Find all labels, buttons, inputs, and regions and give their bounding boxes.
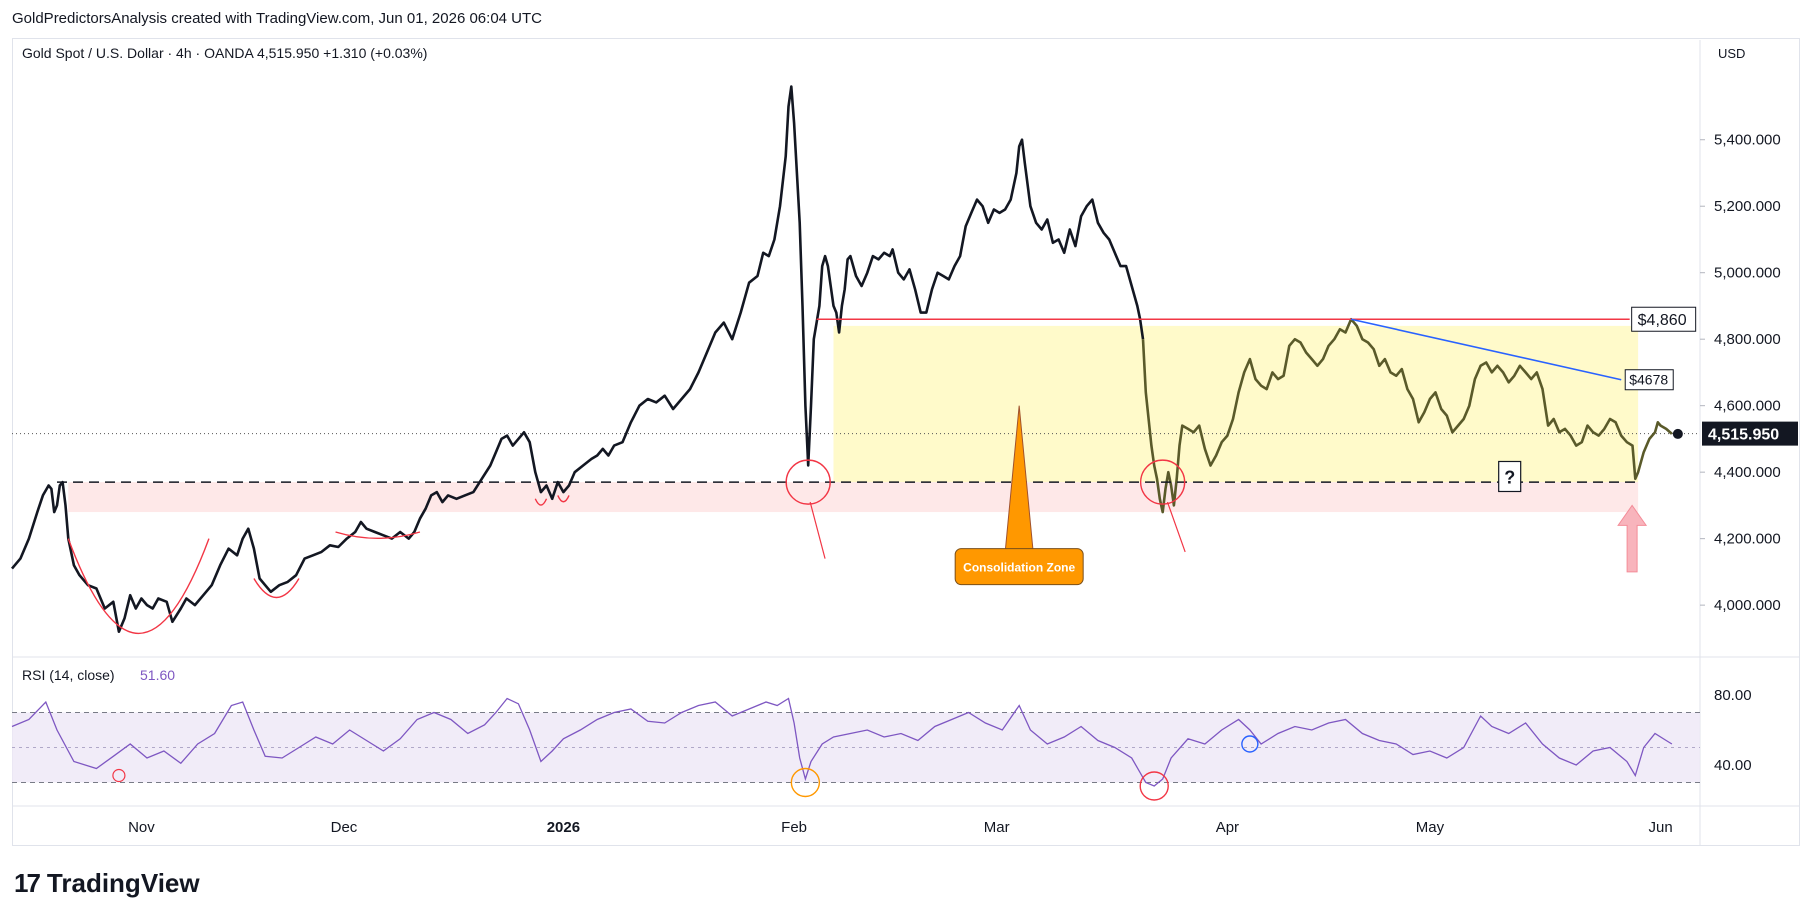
price-tick-label: 4,000.000 bbox=[1714, 597, 1781, 614]
consolidation-label: Consolidation Zone bbox=[963, 561, 1075, 575]
rsi-label: RSI (14, close) bbox=[22, 667, 115, 683]
cup-arc bbox=[557, 495, 570, 503]
trendline-label: $4678 bbox=[1629, 372, 1668, 388]
cup-arc bbox=[335, 531, 421, 540]
time-tick-label: May bbox=[1416, 819, 1445, 836]
attribution-line: GoldPredictorsAnalysis created with Trad… bbox=[12, 10, 542, 27]
cup-arc bbox=[534, 498, 548, 506]
price-tick-label: 4,400.000 bbox=[1714, 464, 1781, 481]
pointer-line bbox=[809, 501, 826, 559]
trendline bbox=[1350, 318, 1622, 381]
up-arrow bbox=[1617, 504, 1648, 573]
last-price-dot bbox=[1672, 428, 1683, 439]
rsi-value: 51.60 bbox=[140, 667, 175, 683]
chart-frame[interactable] bbox=[12, 38, 1800, 846]
highlight-circle bbox=[785, 459, 831, 505]
tradingview-wordmark: TradingView bbox=[46, 868, 200, 898]
trendline-label-box bbox=[1624, 369, 1674, 391]
rsi-line bbox=[11, 697, 1673, 787]
last-price-box bbox=[1702, 421, 1798, 446]
price-line-zone bbox=[1141, 317, 1673, 514]
support-band bbox=[68, 482, 1639, 513]
rsi-tick-label: 80.00 bbox=[1714, 687, 1752, 704]
rsi-circle bbox=[1241, 735, 1259, 753]
price-tick-label: 5,400.000 bbox=[1714, 132, 1781, 149]
price-tick-label: 5,200.000 bbox=[1714, 198, 1781, 215]
cup-arc bbox=[253, 578, 300, 598]
symbol-info: Gold Spot / U.S. Dollar · 4h · OANDA 4,5… bbox=[22, 45, 427, 61]
callout-box bbox=[954, 548, 1084, 586]
price-tick-label: 4,800.000 bbox=[1714, 331, 1781, 348]
rsi-circle bbox=[1139, 771, 1169, 801]
price-line bbox=[11, 85, 1145, 633]
time-tick-label: Jun bbox=[1649, 819, 1673, 836]
time-tick-label: Mar bbox=[984, 819, 1010, 836]
grid-layer bbox=[12, 40, 1800, 846]
price-tick-label: 4,600.000 bbox=[1714, 398, 1781, 415]
time-tick-label: Nov bbox=[128, 819, 155, 836]
rsi-pane bbox=[11, 697, 1700, 801]
highlight-circle bbox=[1139, 459, 1186, 505]
rsi-circle bbox=[112, 768, 126, 783]
annotations-layer: $4,860 $4678 Consolidation Zone? bbox=[57, 306, 1697, 635]
question-box bbox=[1498, 460, 1522, 493]
price-tick-label: 5,000.000 bbox=[1714, 265, 1781, 282]
rsi-tick-label: 40.00 bbox=[1714, 757, 1752, 774]
cup-arc bbox=[67, 538, 210, 635]
price-tick-label: 4,200.000 bbox=[1714, 531, 1781, 548]
tradingview-logo-icon: 17 bbox=[14, 868, 41, 898]
time-tick-label: Dec bbox=[331, 819, 358, 836]
time-tick-label: Apr bbox=[1216, 819, 1239, 836]
price-layer bbox=[11, 85, 1683, 633]
pointer-line bbox=[1166, 501, 1186, 553]
question-mark: ? bbox=[1504, 467, 1515, 487]
tradingview-logo[interactable]: 17 TradingView bbox=[14, 868, 200, 899]
resistance-label-box bbox=[1631, 306, 1697, 332]
rsi-circle bbox=[790, 767, 821, 798]
currency-label[interactable]: USD bbox=[1718, 46, 1745, 61]
time-tick-label: 2026 bbox=[547, 819, 580, 836]
zones-layer bbox=[12, 325, 1700, 513]
last-price-label: 4,515.950 bbox=[1708, 427, 1779, 444]
axis-layer: 4,000.000 4,200.000 4,400.000 4,600.000 4,80… bbox=[128, 132, 1798, 836]
resistance-label: $4,860 bbox=[1638, 312, 1687, 329]
time-tick-label: Feb bbox=[781, 819, 807, 836]
